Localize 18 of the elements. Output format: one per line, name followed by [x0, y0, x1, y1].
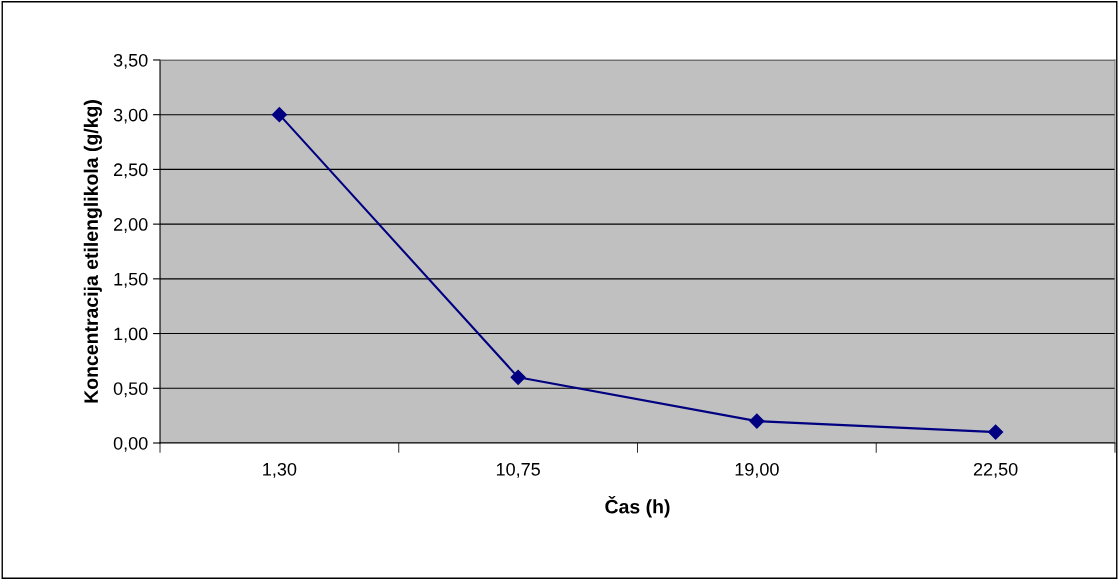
y-tick-label: 1,00: [114, 327, 148, 343]
x-tick-label: 22,50: [973, 462, 1018, 478]
x-axis-title: Čas (h): [605, 495, 670, 518]
y-tick-label: 3,00: [113, 108, 148, 124]
y-tick-label: 0,50: [113, 382, 148, 398]
y-tick-label: 1,50: [114, 272, 148, 288]
y-axis-title: Koncentracija etilenglikola (g/kg): [83, 100, 102, 403]
x-tick-label: 1,30: [263, 462, 297, 478]
point: [271, 107, 287, 123]
y-tick-label: 3,50: [113, 53, 148, 69]
y-tick-label: 0,00: [113, 436, 148, 452]
point: [510, 369, 526, 385]
point: [749, 413, 765, 429]
x-tick-label: 10,75: [496, 462, 540, 478]
x-tick-label: 19,00: [735, 462, 779, 478]
y-tick-label: 2,50: [113, 163, 148, 179]
y-tick-label: 2,00: [113, 218, 148, 233]
point: [988, 424, 1004, 440]
